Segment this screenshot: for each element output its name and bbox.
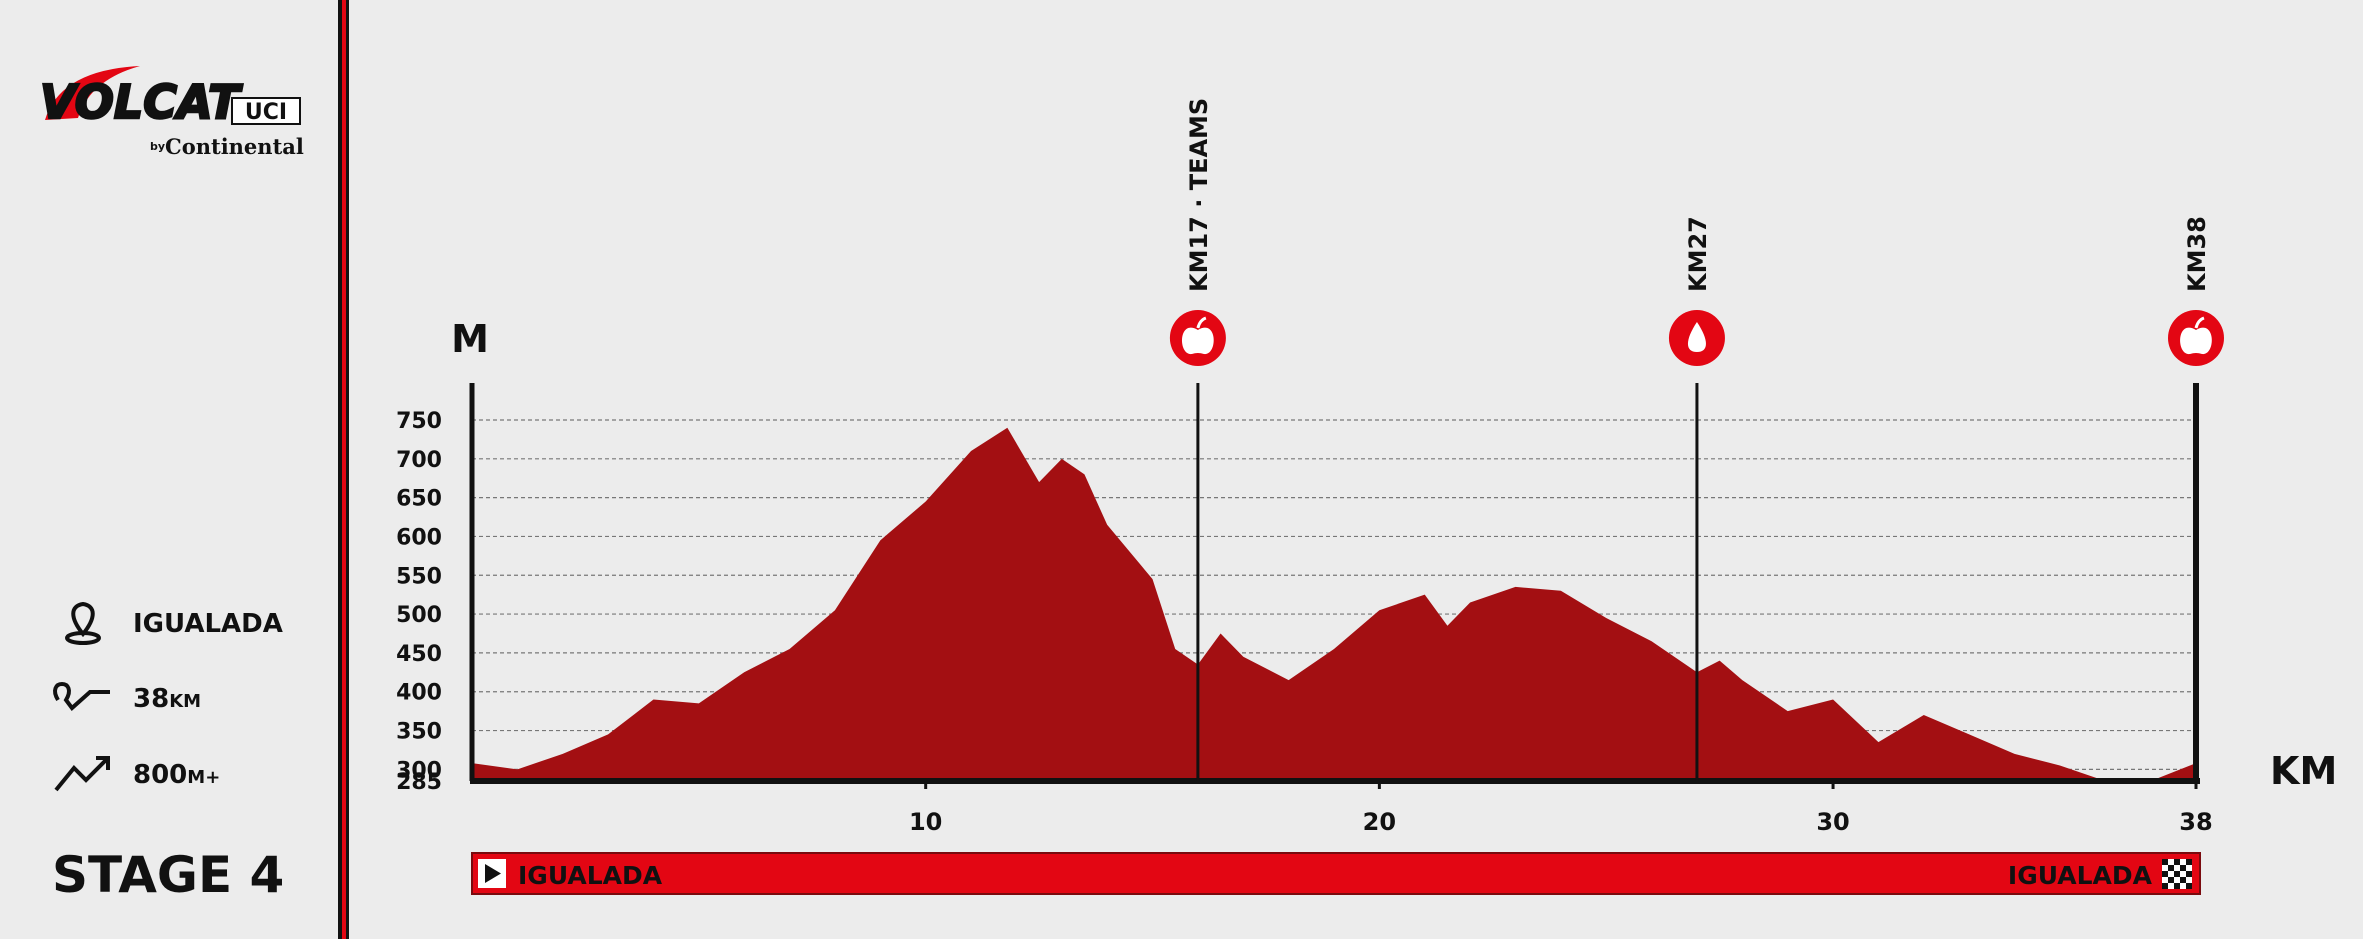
apple-leaf bbox=[1196, 316, 1207, 329]
checkpoint-label: KM27 bbox=[1684, 216, 1712, 292]
flag-cell bbox=[2162, 883, 2168, 889]
route-finish: IGUALADA bbox=[2008, 861, 2153, 890]
x-axis-label: KM bbox=[2270, 749, 2337, 793]
flag-cell bbox=[2168, 859, 2174, 865]
flag-cell bbox=[2162, 877, 2168, 883]
route-bar bbox=[471, 852, 2201, 895]
flag-cell bbox=[2162, 865, 2168, 871]
flag-cell bbox=[2168, 877, 2174, 883]
logo-by: by bbox=[150, 140, 165, 153]
climb-icon bbox=[54, 756, 110, 792]
divider bbox=[342, 0, 346, 939]
logo-badge: UCI bbox=[245, 100, 287, 125]
route-start: IGUALADA bbox=[518, 861, 663, 890]
y-axis-label: M bbox=[451, 317, 489, 361]
logo-sponsor: Continental bbox=[165, 134, 304, 159]
y-tick-label: 750 bbox=[396, 409, 442, 434]
info-place: IGUALADA bbox=[133, 609, 283, 639]
flag-cell bbox=[2180, 883, 2186, 889]
distance-unit: KM bbox=[169, 691, 201, 712]
climb-unit: M+ bbox=[187, 767, 220, 788]
flag-cell bbox=[2174, 877, 2180, 883]
x-tick-label: 38 bbox=[2179, 808, 2212, 836]
y-tick-label: 700 bbox=[396, 448, 442, 473]
y-tick-label: 650 bbox=[396, 487, 442, 512]
flag-cell bbox=[2174, 871, 2180, 877]
flag-cell bbox=[2186, 877, 2192, 883]
flag-cell bbox=[2186, 871, 2192, 877]
flag-cell bbox=[2162, 871, 2168, 877]
x-tick-label: 20 bbox=[1363, 808, 1396, 836]
info-distance: 38KM bbox=[133, 684, 201, 714]
apple-icon bbox=[1182, 327, 1214, 355]
y-tick-label: 285 bbox=[396, 770, 442, 795]
checkpoint-label: KM38 bbox=[2183, 216, 2211, 292]
flag-cell bbox=[2162, 859, 2168, 865]
elevation-area bbox=[472, 427, 2196, 781]
flag-cell bbox=[2186, 859, 2192, 865]
flag-cell bbox=[2174, 859, 2180, 865]
flag-cell bbox=[2186, 883, 2192, 889]
flag-cell bbox=[2168, 883, 2174, 889]
stage: STAGE 4 bbox=[52, 846, 284, 904]
logo-swoosh bbox=[45, 66, 140, 120]
finish-flag bbox=[2162, 859, 2192, 889]
flag-cell bbox=[2168, 871, 2174, 877]
distance-icon bbox=[53, 681, 110, 711]
x-tick-label: 10 bbox=[909, 808, 942, 836]
y-tick-label: 600 bbox=[396, 525, 442, 550]
y-tick-label: 350 bbox=[396, 720, 442, 745]
y-tick-label: 300 bbox=[396, 758, 442, 783]
flag-cell bbox=[2180, 865, 2186, 871]
y-tick-label: 400 bbox=[396, 681, 442, 706]
flag-cell bbox=[2168, 865, 2174, 871]
apple-leaf bbox=[2194, 316, 2205, 329]
flag-cell bbox=[2180, 871, 2186, 877]
location-icon bbox=[65, 631, 101, 645]
x-tick-label: 30 bbox=[1816, 808, 1849, 836]
checkpoint-label: KM17 · TEAMS bbox=[1185, 98, 1213, 292]
logo: VOLCAT UCI by Continental bbox=[39, 66, 304, 159]
flag-cell bbox=[2180, 877, 2186, 883]
divider bbox=[346, 0, 349, 939]
y-tick-label: 450 bbox=[396, 642, 442, 667]
info-icons bbox=[53, 601, 110, 792]
logo-badge-bg bbox=[231, 97, 301, 125]
flag-cell bbox=[2174, 865, 2180, 871]
y-tick-label: 550 bbox=[396, 564, 442, 589]
drop-icon bbox=[1687, 322, 1706, 352]
y-tick-label: 500 bbox=[396, 603, 442, 628]
climb-value: 800 bbox=[133, 760, 187, 790]
logo-name: VOLCAT bbox=[40, 75, 243, 129]
start-icon bbox=[485, 864, 501, 883]
flag-cell bbox=[2186, 865, 2192, 871]
flag-cell bbox=[2174, 883, 2180, 889]
distance-value: 38 bbox=[133, 684, 169, 714]
divider bbox=[338, 0, 342, 939]
info-climb: 800M+ bbox=[133, 760, 220, 790]
flag-cell bbox=[2180, 859, 2186, 865]
location-icon bbox=[71, 601, 95, 638]
apple-icon bbox=[2180, 327, 2212, 355]
